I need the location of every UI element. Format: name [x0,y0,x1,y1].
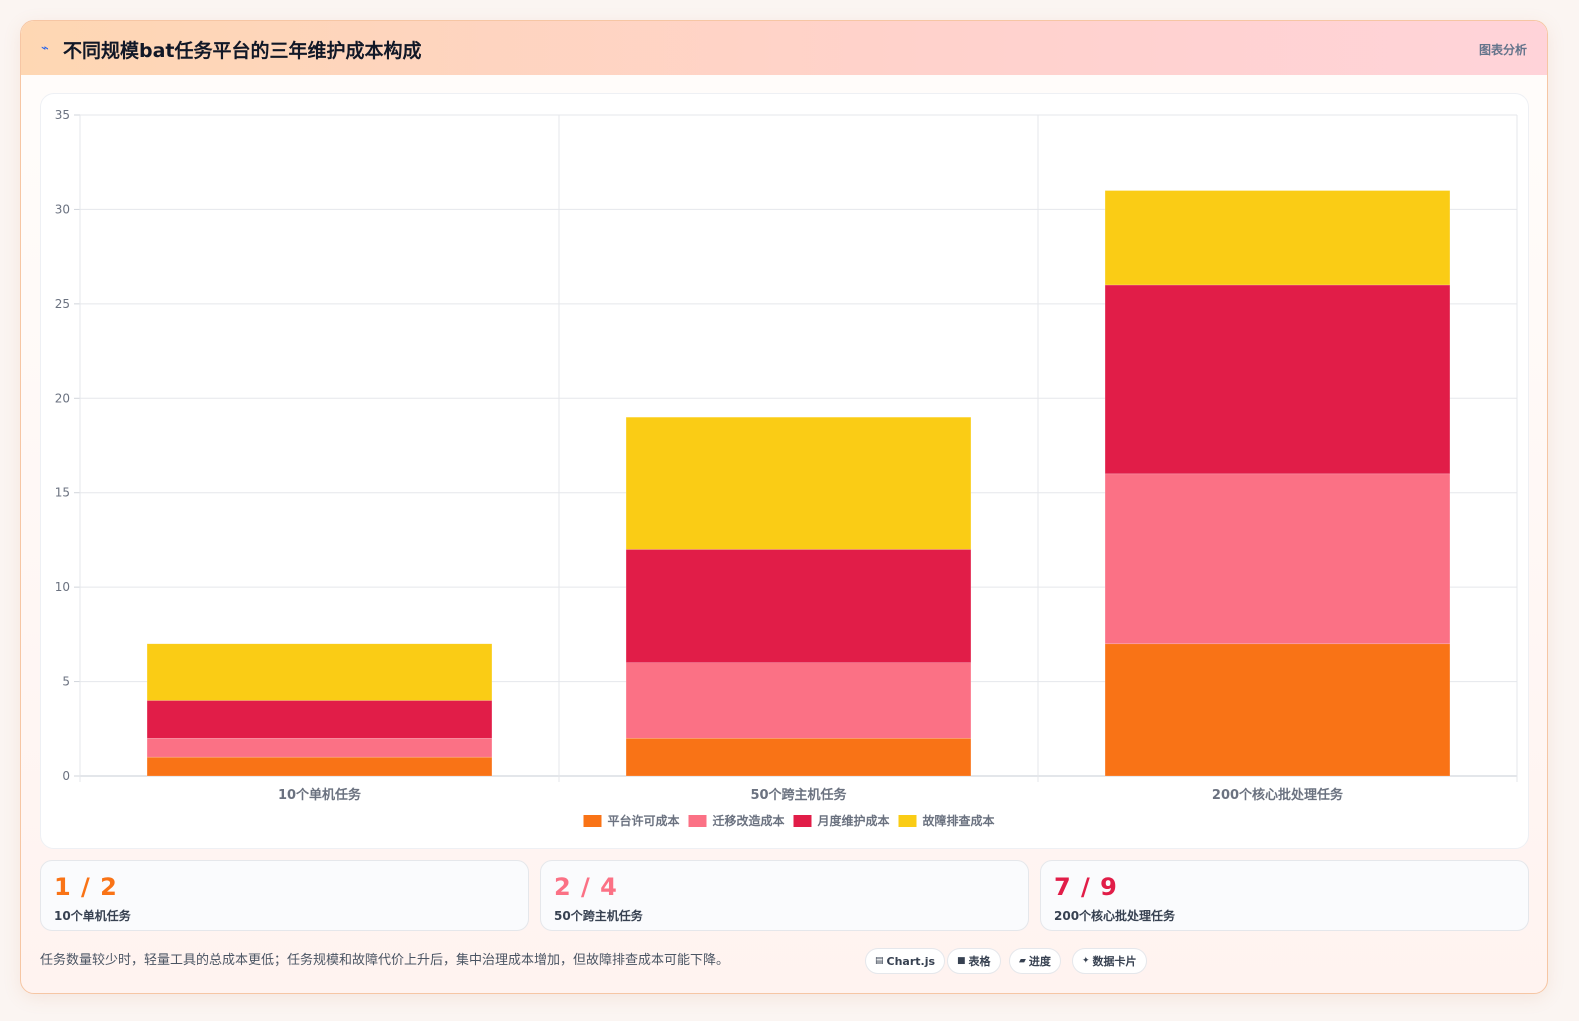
legend-swatch [793,815,812,827]
sparkle-icon: ✦ [1082,956,1090,966]
x-tick-label: 200个核心批处理任务 [1212,787,1344,803]
legend-label: 迁移改造成本 [713,813,785,828]
chart-analysis-link[interactable]: 图表分析 [1478,43,1527,57]
legend-label: 月度维护成本 [817,813,890,828]
bar-segment [625,662,972,739]
bar-segment [146,700,493,739]
stat-label: 200个核心批处理任务 [1054,909,1176,923]
stat-label: 50个跨主机任务 [554,909,643,923]
chart-card: 0 5 10 15 20 25 30 35 10个单机任务 50个跨主机任务 200个核心批处理任务… [40,93,1529,849]
x-tick-label: 50个跨主机任务 [750,787,847,803]
table-icon: ■ [957,956,966,966]
y-tick-label: 20 [55,391,70,405]
chart-icon: ▤ [875,956,884,966]
chart-panel: ⌁ 不同规模bat任务平台的三年维护成本构成 图表分析 0 5 10 15 20 25 30… [20,20,1548,994]
chartjs-button[interactable]: ▤ Chart.js [865,948,946,974]
progress-button[interactable]: ▰ 进度 [1009,948,1061,974]
stat-card-small: 1 / 2 10个单机任务 [40,860,529,931]
pill-label: Chart.js [886,954,936,968]
bar-segment [1104,473,1451,645]
stat-value: 7 / 9 [1054,873,1118,901]
bar-segment [146,643,493,701]
legend-swatch [898,815,917,827]
pill-label: 数据卡片 [1092,955,1137,968]
bar-segment [625,737,972,777]
table-button[interactable]: ■ 表格 [947,948,1001,974]
legend-label: 平台许可成本 [608,813,680,828]
y-tick-label: 30 [55,202,70,216]
y-tick-label: 35 [55,108,70,122]
pill-label: 进度 [1028,955,1051,968]
y-tick-label: 5 [62,675,70,689]
legend-label: 故障排查成本 [923,813,995,828]
bar-segment [625,549,972,663]
page-title: 不同规模bat任务平台的三年维护成本构成 [63,40,422,62]
panel-header: ⌁ 不同规模bat任务平台的三年维护成本构成 图表分析 [21,21,1547,75]
stat-card-large: 7 / 9 200个核心批处理任务 [1040,860,1529,931]
bar-segment [625,416,972,550]
stacked-bar-chart: 0 5 10 15 20 25 30 35 10个单机任务 50个跨主机任务 200个核心批处理任务… [55,108,1518,828]
y-tick-label: 15 [55,486,70,500]
chart-icon: ⌁ [41,41,49,56]
stat-label: 10个单机任务 [54,909,131,923]
bar-segment [146,756,493,777]
progress-icon: ▰ [1019,956,1026,966]
bar-segment [1104,190,1451,286]
bar-segment [1104,643,1451,777]
legend-swatch [583,815,602,827]
chart-note: 任务数量较少时，轻量工具的总成本更低；任务规模和故障代价上升后，集中治理成本增加… [40,953,730,968]
stat-value: 2 / 4 [554,873,618,901]
y-tick-label: 25 [55,297,70,311]
y-tick-label: 10 [55,580,70,594]
bar-segment [146,737,493,758]
bar-segment [1104,284,1451,475]
y-tick-label: 0 [62,769,70,783]
x-tick-label: 10个单机任务 [278,787,362,803]
pill-label: 表格 [968,955,991,968]
legend-swatch [688,815,707,827]
data-card-button[interactable]: ✦ 数据卡片 [1072,948,1147,974]
stat-value: 1 / 2 [54,873,118,901]
stat-card-medium: 2 / 4 50个跨主机任务 [540,860,1029,931]
